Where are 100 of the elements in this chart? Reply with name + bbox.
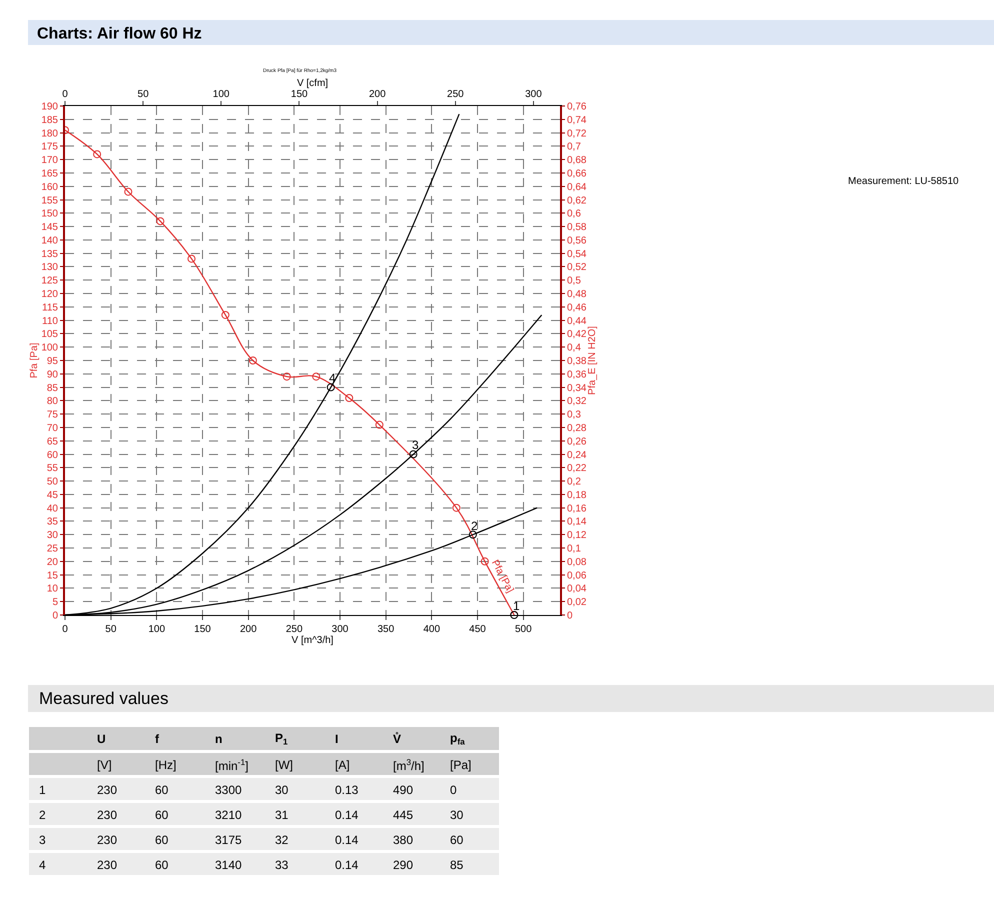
y2-tick-label: 0,02 <box>567 597 587 608</box>
text: 60 <box>155 833 169 847</box>
x-tick-label: 100 <box>148 624 166 635</box>
y2-tick-label: 0,52 <box>567 262 587 274</box>
y2-tick-label: 0,48 <box>567 289 587 300</box>
text: 230 <box>97 858 118 872</box>
y-tick-label: 150 <box>41 208 58 220</box>
y-tick-label: 50 <box>46 476 58 488</box>
y2-tick-label: 0 <box>567 610 573 622</box>
text: 290 <box>393 858 414 872</box>
y2-tick-label: 0,72 <box>567 128 587 140</box>
text: 32 <box>275 833 289 847</box>
y2-tick-label: 0,34 <box>567 382 587 394</box>
y-tick-label: 115 <box>42 302 58 314</box>
text: 0 <box>450 783 457 797</box>
y-tick-label: 10 <box>46 584 58 595</box>
text: [A] <box>335 758 350 772</box>
y2-tick-label: 0,44 <box>567 316 587 327</box>
text: f <box>155 732 160 746</box>
y-tick-label: 65 <box>46 436 58 448</box>
y2-tick-label: 0,06 <box>567 570 587 582</box>
x-tick-label: 450 <box>469 624 486 635</box>
text: [Hz] <box>155 758 176 772</box>
y2-tick-label: 0,1 <box>567 544 582 555</box>
y2-tick-label: 0,64 <box>567 182 587 193</box>
text: 3 <box>39 833 46 847</box>
y-tick-label: 145 <box>41 222 58 234</box>
text: 3175 <box>215 833 242 847</box>
y2-tick-label: 0,68 <box>567 155 587 166</box>
y-tick-label: 125 <box>41 276 58 287</box>
y2-tick-label: 0,4 <box>567 342 582 354</box>
y-tick-label: 90 <box>46 369 58 380</box>
y2-tick-label: 0,66 <box>567 168 587 180</box>
y-tick-label: 35 <box>46 516 58 528</box>
annotation: Pfa [Pa] <box>488 558 516 595</box>
y-tick-label: 105 <box>41 329 58 340</box>
y2-tick-label: 0,38 <box>567 356 587 367</box>
y-tick-label: 25 <box>46 544 58 555</box>
y-tick-label: 60 <box>46 450 58 461</box>
y2-tick-label: 0,08 <box>567 556 587 568</box>
text: [V] <box>97 758 112 772</box>
x2-axis-title: V [cfm] <box>296 78 328 89</box>
y-tick-label: 55 <box>46 463 58 474</box>
text: 30 <box>450 808 464 822</box>
y-tick-label: 110 <box>42 316 58 327</box>
y-tick-label: 40 <box>46 503 58 514</box>
y2-tick-label: 0,14 <box>567 516 587 528</box>
y2-tick-label: 0,26 <box>567 436 587 448</box>
y2-axis-title: Pfa_E [IN H2O] <box>586 326 598 395</box>
x2-tick-label: 100 <box>212 89 230 100</box>
y2-tick-label: 0,36 <box>567 369 587 380</box>
text: 2 <box>39 808 46 822</box>
y-tick-label: 0 <box>52 610 58 622</box>
text: 3210 <box>215 808 242 822</box>
y2-tick-label: 0,54 <box>567 248 587 260</box>
text: 60 <box>155 858 169 872</box>
y2-tick-label: 0,5 <box>567 276 582 287</box>
text: 0.14 <box>335 808 359 822</box>
y-tick-label: 190 <box>41 102 58 112</box>
y-tick-label: 95 <box>46 356 58 367</box>
y-tick-label: 100 <box>41 342 58 354</box>
y2-tick-label: 0,6 <box>567 208 582 220</box>
x2-tick-label: 50 <box>138 89 150 100</box>
text: 230 <box>97 808 118 822</box>
text: 1 <box>39 783 46 797</box>
y-tick-label: 70 <box>46 422 58 434</box>
y2-tick-label: 0,32 <box>567 396 587 408</box>
y-tick-label: 130 <box>41 262 58 274</box>
y2-tick-label: 0,7 <box>567 142 582 153</box>
x2-tick-label: 300 <box>525 89 542 100</box>
y-tick-label: 165 <box>41 168 58 180</box>
chart-title: Charts: Air flow 60 Hz <box>37 26 202 43</box>
y2-tick-label: 0,76 <box>567 102 587 112</box>
x-tick-label: 300 <box>332 624 349 635</box>
text: 0.14 <box>335 858 359 872</box>
y-tick-label: 45 <box>46 490 58 501</box>
y-tick-label: 85 <box>46 382 58 394</box>
text: P$_{1}$ <box>275 731 288 747</box>
x-tick-label: 500 <box>514 624 532 635</box>
text: 3140 <box>215 858 242 872</box>
text: [W] <box>275 758 293 772</box>
y-tick-label: 155 <box>41 195 58 206</box>
x-tick-label: 400 <box>423 624 440 635</box>
text: 490 <box>393 783 414 797</box>
text: [min$^{-1}$] <box>215 757 248 774</box>
y2-tick-label: 0,24 <box>567 450 587 461</box>
y-tick-label: 135 <box>41 248 58 260</box>
y-tick-label: 180 <box>41 128 58 140</box>
x-tick-label: 50 <box>105 624 117 635</box>
y2-tick-label: 0,16 <box>567 503 587 514</box>
y-tick-label: 30 <box>46 530 58 542</box>
y-tick-label: 160 <box>41 182 58 193</box>
text: I <box>335 732 338 746</box>
y-tick-label: 170 <box>41 155 58 166</box>
y2-tick-label: 0,22 <box>567 463 587 474</box>
text: 4 <box>39 858 46 872</box>
y-tick-label: 75 <box>46 410 58 421</box>
x2-tick-label: 150 <box>290 89 308 100</box>
y2-tick-label: 0,56 <box>567 235 587 246</box>
y2-tick-label: 0,28 <box>567 422 587 434</box>
